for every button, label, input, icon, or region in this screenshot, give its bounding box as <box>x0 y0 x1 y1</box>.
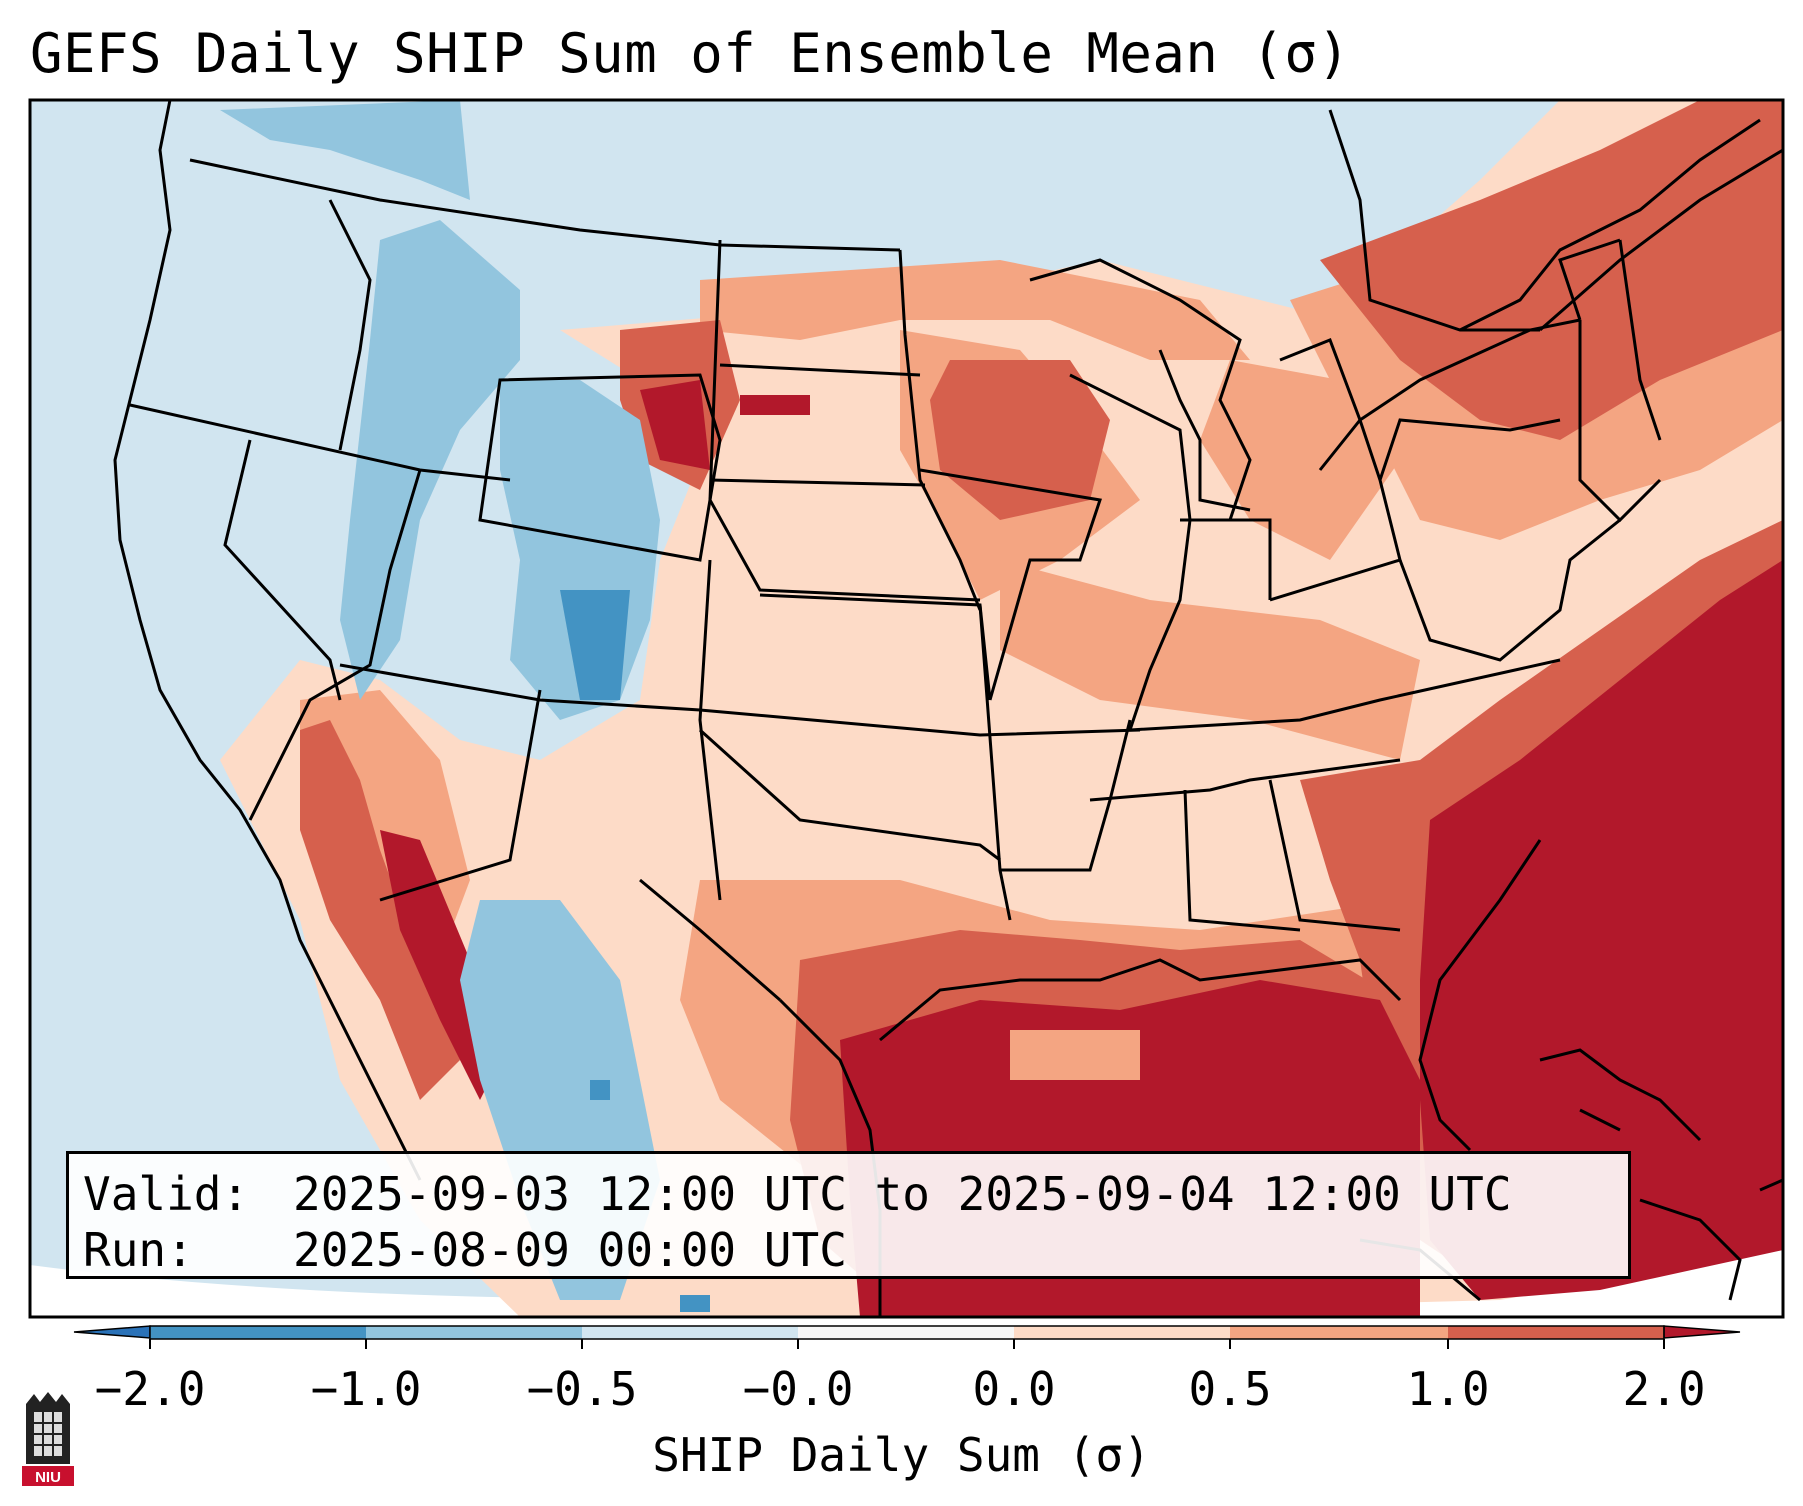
colorbar-tick-label: −2.0 <box>94 1362 206 1416</box>
colorbar-extend-high <box>1663 1325 1741 1339</box>
cool-anomaly-fill <box>220 100 710 1312</box>
valid-row: Valid: 2025-09-03 12:00 UTC to 2025-09-04… <box>83 1166 1614 1222</box>
colorbar-tick-label: 0.0 <box>972 1362 1056 1416</box>
map-title: GEFS Daily SHIP Sum of Ensemble Mean (σ) <box>30 22 1351 85</box>
colorbar-tick-label: 0.5 <box>1188 1362 1272 1416</box>
colorbar-outline <box>149 1325 1665 1340</box>
colorbar-bin <box>1014 1326 1230 1339</box>
colorbar-bin <box>366 1326 582 1339</box>
validity-info-box: Valid: 2025-09-03 12:00 UTC to 2025-09-04… <box>66 1151 1631 1279</box>
colorbar-tick-label: 2.0 <box>1622 1362 1706 1416</box>
colorbar-bin <box>582 1326 798 1339</box>
valid-label: Valid: <box>83 1167 250 1221</box>
colorbar-tick-label: 1.0 <box>1406 1362 1490 1416</box>
run-value: 2025-08-09 00:00 UTC <box>293 1223 847 1277</box>
colorbar-bin <box>1448 1326 1664 1339</box>
colorbar <box>73 1325 1741 1349</box>
colorbar-bin <box>798 1326 1014 1339</box>
state-boundaries <box>113 100 1783 1317</box>
niu-logo: NIU <box>22 1392 74 1486</box>
run-label: Run: <box>83 1223 194 1277</box>
valid-value: 2025-09-03 12:00 UTC to 2025-09-04 12:00… <box>293 1167 1512 1221</box>
svg-text:NIU: NIU <box>35 1469 61 1486</box>
colorbar-bin <box>1230 1326 1448 1339</box>
colorbar-bin <box>150 1326 366 1339</box>
colorbar-tick-label: −0.5 <box>526 1362 638 1416</box>
colorbar-label: SHIP Daily Sum (σ) <box>652 1428 1151 1482</box>
colorbar-tick-label: −0.0 <box>742 1362 854 1416</box>
run-row: Run: 2025-08-09 00:00 UTC <box>83 1222 1614 1278</box>
map-frame <box>28 98 1785 1319</box>
colorbar-extend-low <box>73 1325 151 1339</box>
colorbar-tick-label: −1.0 <box>310 1362 422 1416</box>
